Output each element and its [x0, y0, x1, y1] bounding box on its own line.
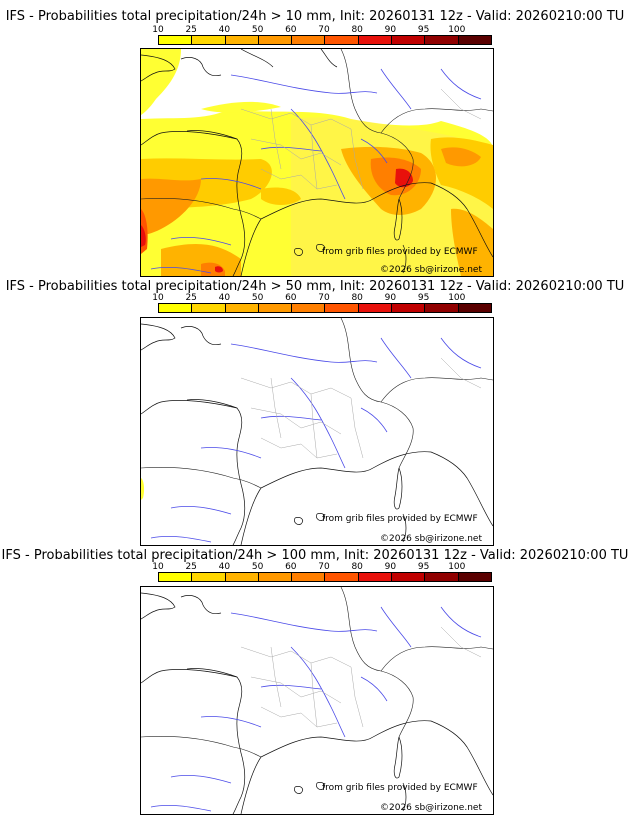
panel-2-credit-copyright: ©2026 sb@irizone.net [380, 534, 482, 544]
colorbar-tick-label: 70 [318, 25, 330, 35]
colorbar-tick-label: 40 [218, 562, 231, 572]
colorbar-segment [325, 36, 359, 44]
colorbar-tick-label: 80 [351, 562, 363, 572]
colorbar-tick-label: 10 [152, 562, 164, 572]
colorbar-segment [192, 304, 226, 312]
colorbar-tick-label: 60 [285, 562, 297, 572]
colorbar-segment [425, 36, 459, 44]
panel-2-coastlines [141, 323, 493, 545]
panel-3-colorbar-ticks: 10 25 40 50 60 70 80 90 95 100 [152, 562, 490, 572]
panel-1-regional-borders [240, 88, 482, 190]
colorbar-tick-label: 95 [417, 293, 430, 303]
colorbar-tick-label: 25 [185, 25, 197, 35]
panel-2-credit-source: from grib files provided by ECMWF [322, 514, 478, 524]
colorbar-tick-label: 70 [318, 293, 330, 303]
panel-3-regional-borders [240, 626, 482, 728]
panel-1-coastlines [141, 49, 493, 276]
colorbar-tick-label: 70 [318, 562, 330, 572]
colorbar-tick-label: 90 [384, 562, 397, 572]
colorbar-segment [159, 573, 193, 581]
panel-3-credit-copyright: ©2026 sb@irizone.net [380, 803, 482, 813]
colorbar-tick-label: 80 [351, 25, 363, 35]
panel-2-colorbar-ticks: 10 25 40 50 60 70 80 90 95 100 [152, 293, 490, 303]
colorbar-tick-label: 40 [218, 25, 231, 35]
colorbar-tick-label: 25 [185, 293, 197, 303]
panel-3-title: IFS - Probabilities total precipitation/… [1, 548, 629, 563]
panel-2-precip-shading [141, 478, 145, 500]
colorbar-tick-label: 100 [448, 25, 466, 35]
colorbar-segment [392, 304, 426, 312]
colorbar-segment [225, 36, 259, 44]
colorbar-segment [292, 36, 326, 44]
panel-2-title: IFS - Probabilities total precipitation/… [5, 279, 625, 294]
colorbar-tick-label: 100 [448, 562, 466, 572]
colorbar-tick-label: 50 [251, 562, 264, 572]
panel-3-map: from grib files provided by ECMWF ©2026 … [140, 586, 494, 815]
panel-3-map-drawing [141, 587, 493, 814]
panel-1-map: from grib files provided by ECMWF ©2026 … [140, 48, 494, 277]
colorbar-segment [425, 573, 459, 581]
panel-1-title: IFS - Probabilities total precipitation/… [5, 9, 625, 24]
colorbar-segment [258, 573, 293, 581]
colorbar-tick-label: 100 [448, 293, 466, 303]
colorbar-segment [358, 573, 393, 581]
colorbar-segment [192, 573, 226, 581]
panel-1-credit-source: from grib files provided by ECMWF [322, 247, 478, 257]
colorbar-tick-label: 10 [152, 25, 164, 35]
colorbar-segment [192, 36, 226, 44]
panel-2-country-borders [141, 318, 493, 489]
panel-1-precip-shading [141, 49, 493, 276]
colorbar-segment [159, 36, 193, 44]
colorbar-segment [425, 304, 459, 312]
panel-2-regional-borders [240, 357, 482, 459]
colorbar-segment [358, 304, 393, 312]
panel-3-credit-source: from grib files provided by ECMWF [322, 783, 478, 793]
panel-1-country-borders [141, 49, 493, 220]
panel-1-rivers [150, 68, 482, 274]
colorbar-segment [325, 573, 359, 581]
colorbar-segment [258, 36, 293, 44]
colorbar-segment [458, 36, 491, 44]
panel-1-colorbar-ticks: 10 25 40 50 60 70 80 90 95 100 [152, 25, 490, 35]
colorbar-tick-label: 50 [251, 293, 264, 303]
colorbar-tick-label: 95 [417, 25, 430, 35]
colorbar-tick-label: 60 [285, 25, 297, 35]
colorbar-tick-label: 60 [285, 293, 297, 303]
colorbar-segment [292, 573, 326, 581]
colorbar-tick-label: 95 [417, 562, 430, 572]
colorbar-tick-label: 90 [384, 293, 397, 303]
panel-2-map-drawing [141, 318, 493, 545]
colorbar-tick-label: 90 [384, 25, 397, 35]
colorbar-segment [225, 304, 259, 312]
panel-1-credit-copyright: ©2026 sb@irizone.net [380, 265, 482, 275]
panel-3-coastlines [141, 592, 493, 814]
colorbar-tick-label: 10 [152, 293, 164, 303]
panel-1-colorbar [158, 35, 492, 45]
colorbar-segment [392, 573, 426, 581]
panel-2-colorbar [158, 303, 492, 313]
colorbar-tick-label: 50 [251, 25, 264, 35]
panel-3-country-borders [141, 587, 493, 758]
panel-3-colorbar [158, 572, 492, 582]
panel-1-map-drawing [141, 49, 493, 276]
colorbar-segment [159, 304, 193, 312]
panel-2-map: from grib files provided by ECMWF ©2026 … [140, 317, 494, 546]
colorbar-segment [458, 573, 491, 581]
panel-3-rivers [150, 606, 482, 812]
colorbar-segment [458, 304, 491, 312]
panel-2-rivers [150, 337, 482, 543]
colorbar-tick-label: 25 [185, 562, 197, 572]
colorbar-segment [225, 573, 259, 581]
colorbar-segment [392, 36, 426, 44]
colorbar-tick-label: 40 [218, 293, 231, 303]
colorbar-segment [325, 304, 359, 312]
colorbar-tick-label: 80 [351, 293, 363, 303]
colorbar-segment [358, 36, 393, 44]
colorbar-segment [292, 304, 326, 312]
colorbar-segment [258, 304, 293, 312]
